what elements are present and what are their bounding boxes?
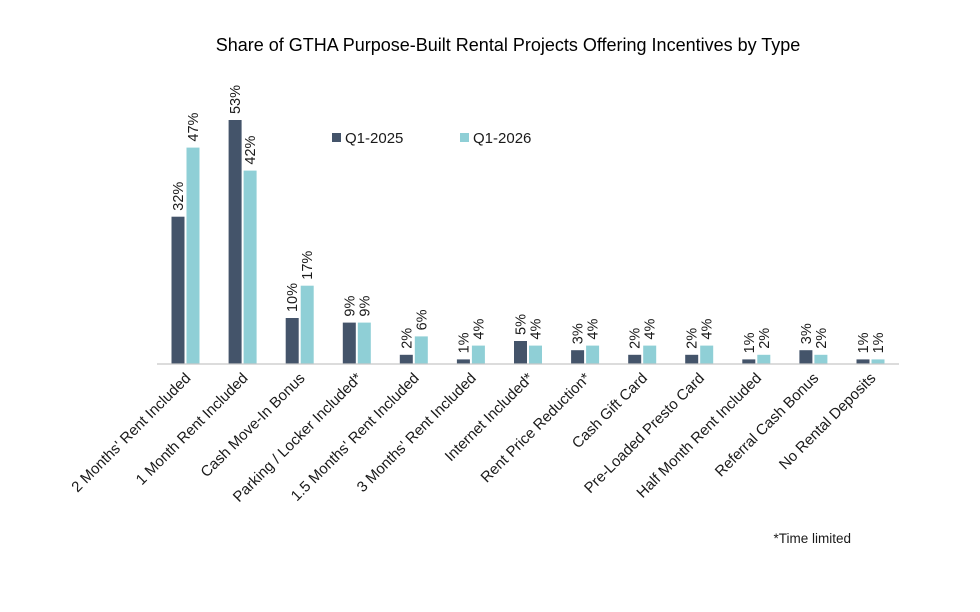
value-label-q1-2025-pre-loaded-presto-card: 2% bbox=[685, 328, 701, 349]
value-label-q1-2026-cash-move-in-bonus: 17% bbox=[300, 251, 316, 280]
bar-q1-2026-half-month-rent-included bbox=[757, 354, 771, 364]
bar-q1-2026-parking-locker-included bbox=[357, 322, 371, 364]
value-label-q1-2026-rent-price-reduction: 4% bbox=[586, 319, 602, 340]
bar-q1-2025-no-rental-deposits bbox=[856, 359, 870, 364]
bar-q1-2025-pre-loaded-presto-card bbox=[685, 354, 699, 364]
bar-q1-2026-1-5-months-rent-included bbox=[414, 336, 428, 364]
value-label-q1-2026-half-month-rent-included: 2% bbox=[757, 328, 773, 349]
value-label-q1-2025-rent-price-reduction: 3% bbox=[571, 323, 587, 344]
bar-q1-2026-no-rental-deposits bbox=[871, 359, 885, 364]
value-label-q1-2026-internet-included: 4% bbox=[529, 319, 545, 340]
value-label-q1-2026-parking-locker-included: 9% bbox=[357, 296, 373, 317]
value-labels-group: 32%47%53%42%10%17%9% 9%2%6%1%4% 5% 4% 3% 4% 2%… bbox=[171, 85, 887, 354]
category-label-no-rental-deposits: No Rental Deposits bbox=[776, 370, 879, 473]
bar-q1-2025-cash-move-in-bonus bbox=[285, 318, 299, 364]
value-label-q1-2025-parking-locker-included: 9% bbox=[342, 296, 358, 317]
value-label-q1-2025-no-rental-deposits: 1% bbox=[856, 332, 872, 353]
value-label-q1-2025-cash-move-in-bonus: 10% bbox=[285, 283, 301, 312]
bar-q1-2026-3-months-rent-included bbox=[471, 345, 485, 364]
category-label-rent-price-reduction: Rent Price Reduction* bbox=[478, 370, 594, 486]
value-label-q1-2025-3-months-rent-included: 1% bbox=[456, 332, 472, 353]
value-label-q1-2026-1-5-months-rent-included: 6% bbox=[414, 309, 430, 330]
value-label-q1-2026-pre-loaded-presto-card: 4% bbox=[700, 319, 716, 340]
value-label-q1-2025-referral-cash-bonus: 3% bbox=[799, 323, 815, 344]
value-label-q1-2025-cash-gift-card: 2% bbox=[628, 328, 644, 349]
bar-q1-2026-referral-cash-bonus bbox=[814, 354, 828, 364]
chart-title: Share of GTHA Purpose-Built Rental Proje… bbox=[216, 35, 801, 55]
value-label-q1-2026-1-month-rent-included: 42% bbox=[243, 135, 259, 164]
bars-group bbox=[171, 120, 885, 364]
bar-q1-2026-pre-loaded-presto-card bbox=[700, 345, 714, 364]
bar-q1-2025-internet-included bbox=[514, 341, 527, 364]
legend-label-q1-2025: Q1-2025 bbox=[345, 130, 403, 147]
value-label-q1-2026-cash-gift-card: 4% bbox=[643, 319, 659, 340]
bar-q1-2026-rent-price-reduction bbox=[586, 345, 600, 364]
bar-q1-2025-1-5-months-rent-included bbox=[399, 354, 413, 364]
bar-q1-2026-internet-included bbox=[529, 345, 542, 364]
bar-q1-2026-cash-move-in-bonus bbox=[300, 285, 314, 364]
bar-q1-2025-3-months-rent-included bbox=[456, 359, 470, 364]
value-label-q1-2025-half-month-rent-included: 1% bbox=[742, 332, 758, 353]
legend: Q1-2025 Q1-2026 bbox=[332, 130, 531, 147]
footnote: *Time limited bbox=[773, 531, 851, 546]
bar-q1-2025-1-month-rent-included bbox=[228, 120, 242, 364]
legend-label-q1-2026: Q1-2026 bbox=[473, 130, 531, 147]
value-label-q1-2026-no-rental-deposits: 1% bbox=[871, 332, 887, 353]
bar-q1-2025-rent-price-reduction bbox=[571, 350, 585, 364]
bar-q1-2025-cash-gift-card bbox=[628, 354, 642, 364]
value-label-q1-2025-2-months-rent-included: 32% bbox=[171, 182, 187, 211]
legend-swatch-q1-2026 bbox=[460, 133, 469, 142]
bar-q1-2025-half-month-rent-included bbox=[742, 359, 756, 364]
bar-q1-2026-cash-gift-card bbox=[643, 345, 657, 364]
value-label-q1-2025-1-month-rent-included: 53% bbox=[228, 85, 244, 114]
category-label-cash-move-in-bonus: Cash Move-In Bonus bbox=[197, 370, 308, 481]
bar-q1-2025-referral-cash-bonus bbox=[799, 350, 813, 364]
value-label-q1-2026-2-months-rent-included: 47% bbox=[186, 112, 202, 141]
legend-swatch-q1-2025 bbox=[332, 133, 341, 142]
value-label-q1-2026-referral-cash-bonus: 2% bbox=[814, 328, 830, 349]
value-label-q1-2025-1-5-months-rent-included: 2% bbox=[399, 328, 415, 349]
value-label-q1-2026-3-months-rent-included: 4% bbox=[471, 319, 487, 340]
value-label-q1-2025-internet-included: 5% bbox=[514, 314, 530, 335]
bar-q1-2026-1-month-rent-included bbox=[243, 170, 257, 364]
bar-q1-2025-parking-locker-included bbox=[342, 322, 356, 364]
category-label-referral-cash-bonus: Referral Cash Bonus bbox=[712, 370, 822, 480]
bar-q1-2026-2-months-rent-included bbox=[186, 147, 200, 364]
bar-q1-2025-2-months-rent-included bbox=[171, 216, 185, 364]
category-label-1-month-rent-included: 1 Month Rent Included bbox=[133, 370, 252, 489]
